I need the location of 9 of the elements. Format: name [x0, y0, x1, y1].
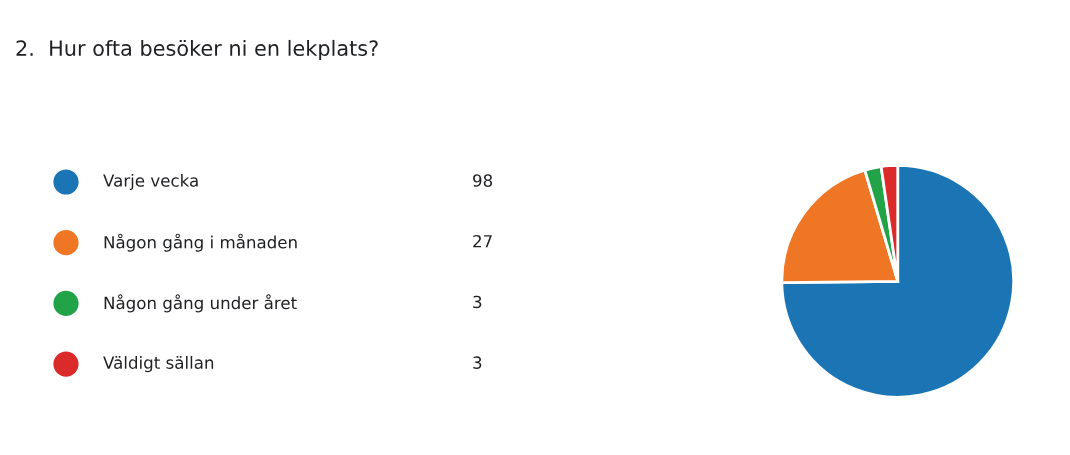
data-label: 3: [473, 295, 482, 309]
legend-label: Väldigt sällan: [103, 356, 214, 373]
data-label: 98: [473, 174, 493, 187]
legend-label: Varje vecka: [103, 173, 198, 191]
legend-label: Någon gång i månaden: [104, 233, 297, 252]
data-label: 27: [473, 234, 492, 248]
data-label: 3: [473, 356, 482, 369]
chart-title: 2. Hur ofta besöker ni en lekplats?: [16, 39, 378, 61]
legend-label: Någon gång under året: [104, 294, 297, 313]
